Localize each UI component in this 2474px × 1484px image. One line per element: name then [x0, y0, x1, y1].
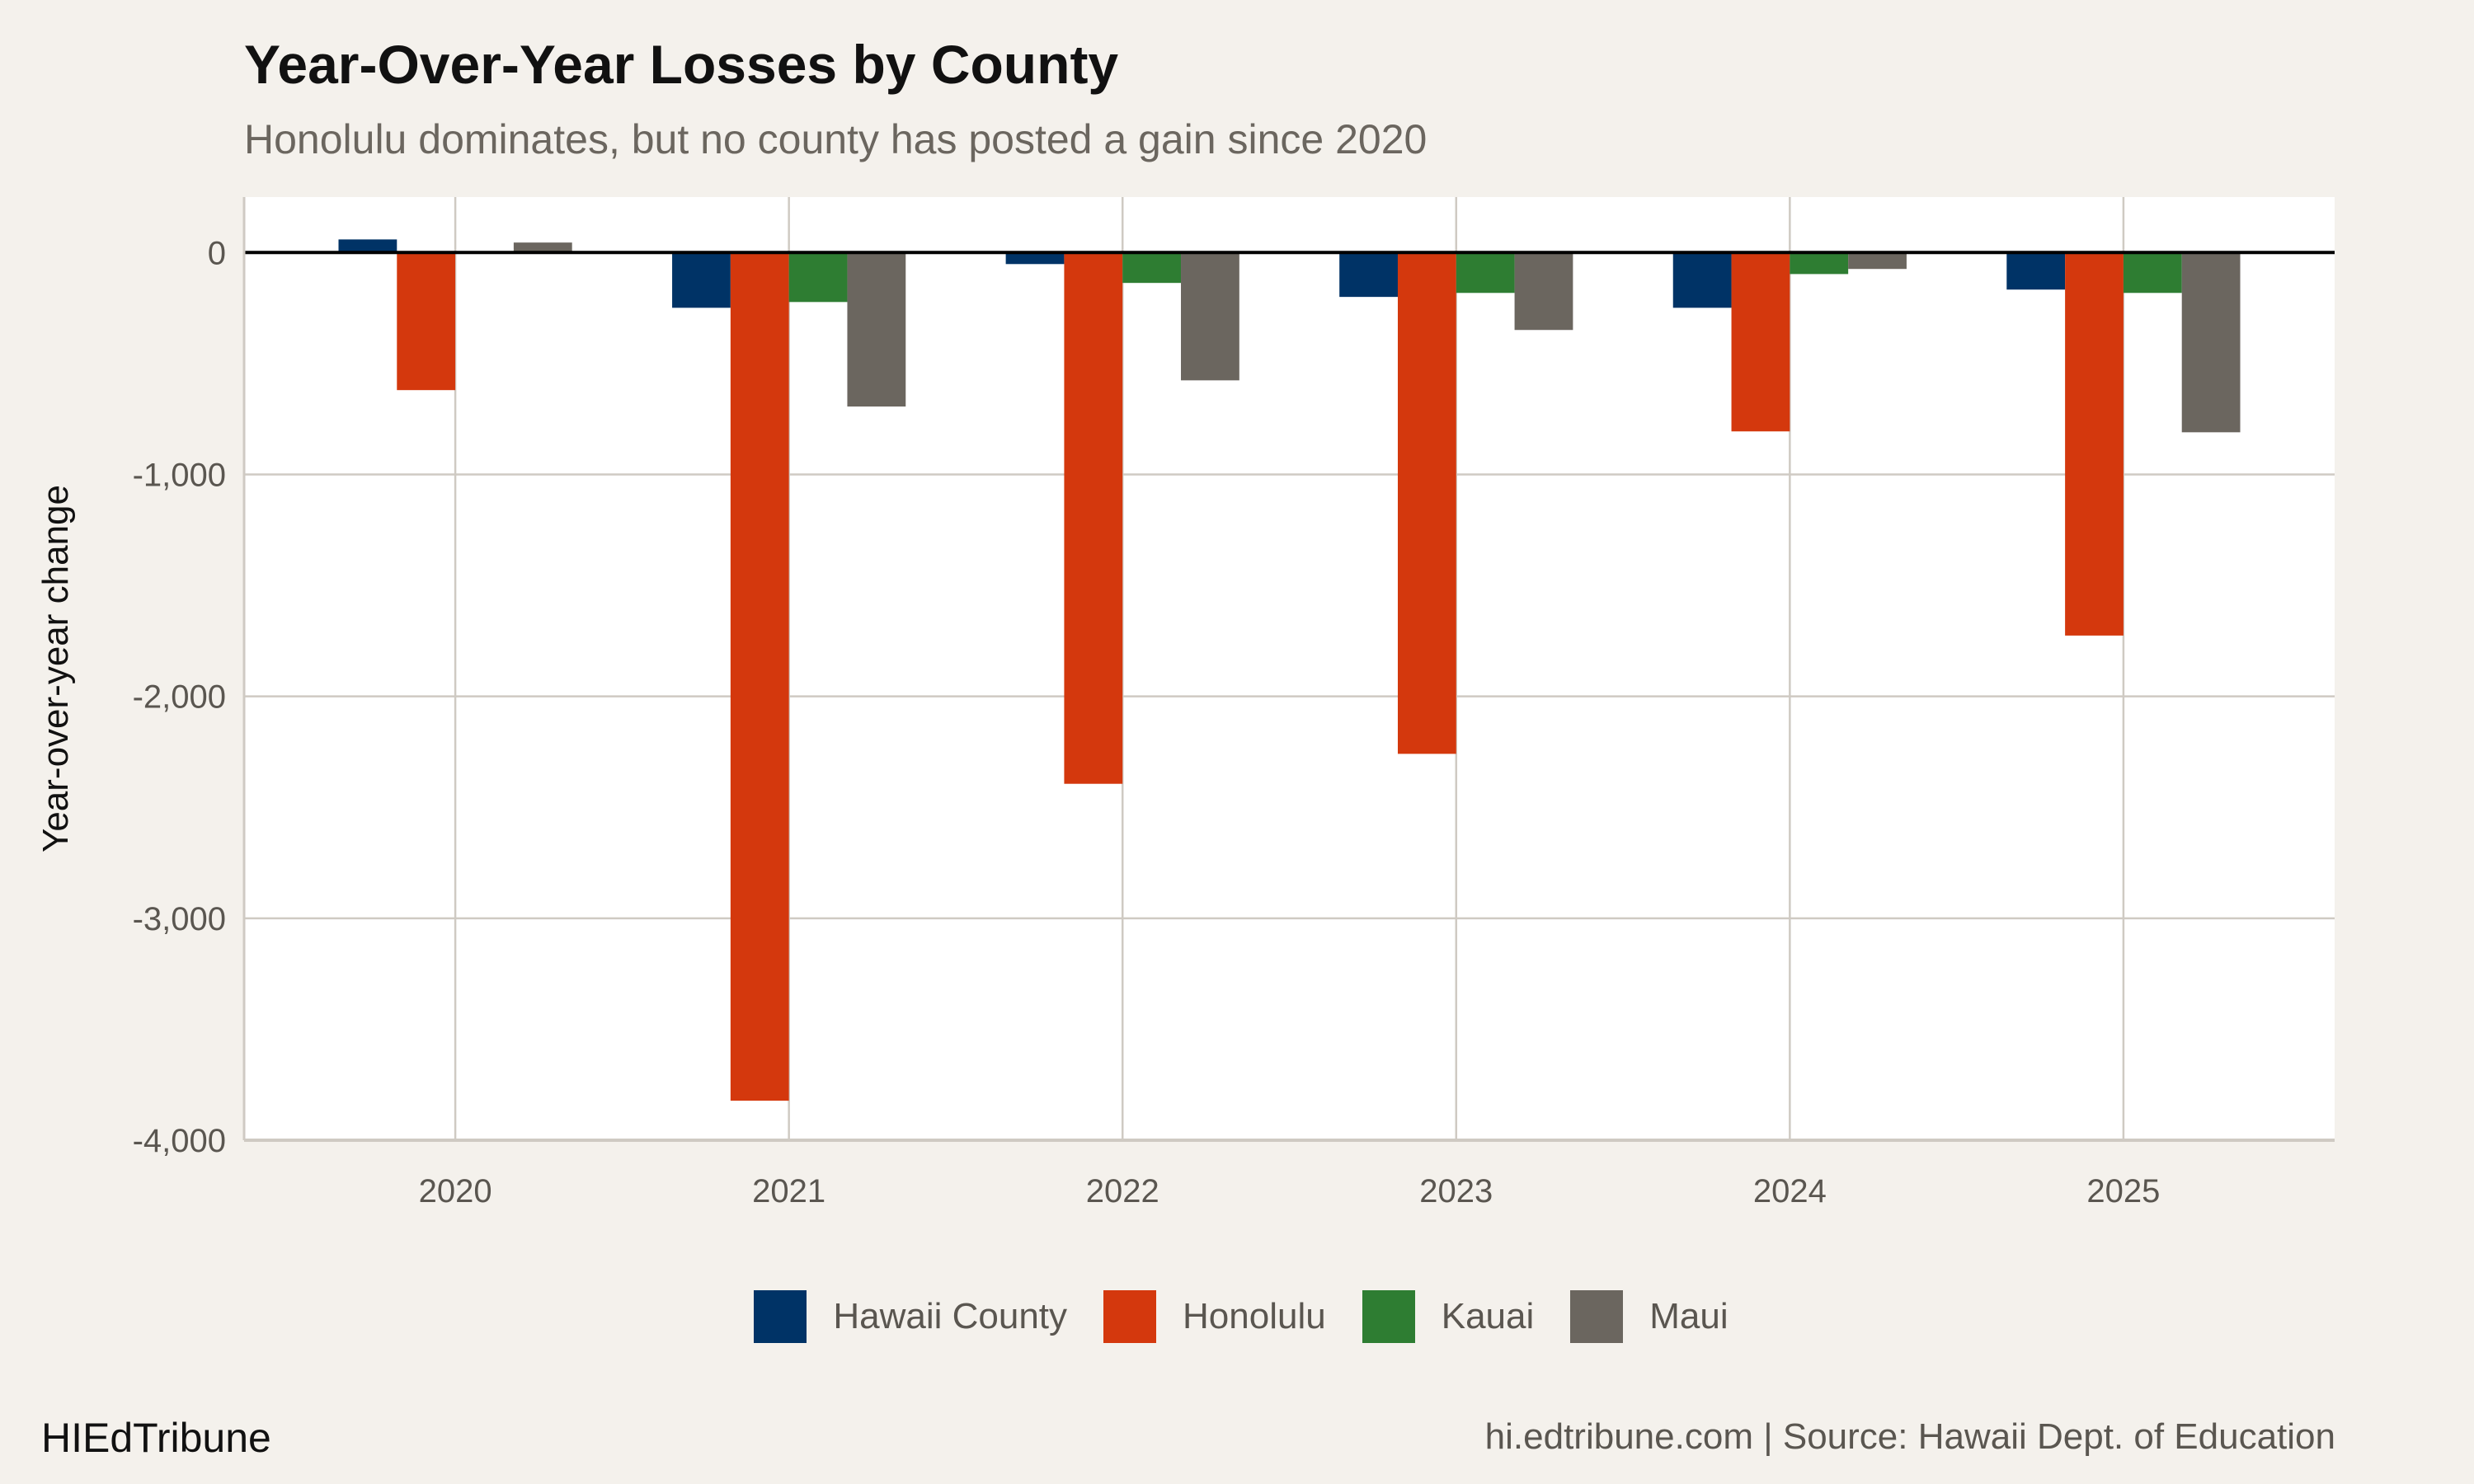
bar-honolulu-2025 [2065, 252, 2124, 636]
y-tick-label: -4,000 [133, 1123, 226, 1159]
bar-honolulu-2020 [397, 252, 456, 391]
bar-maui-2024 [1848, 252, 1907, 270]
legend: Hawaii County Honolulu Kauai Maui [0, 1290, 2474, 1343]
bar-hawaii-county-2021 [672, 252, 731, 308]
x-tick-label: 2021 [752, 1173, 825, 1209]
bar-kauai-2023 [1456, 252, 1515, 294]
y-tick-label: -3,000 [133, 901, 226, 937]
legend-swatch [1570, 1290, 1624, 1343]
bar-hawaii-county-2023 [1339, 252, 1398, 298]
legend-swatch [1103, 1290, 1157, 1343]
axes: 0 -1,000 -2,000 -3,000 -4,000 2020 2021 2022 202… [133, 197, 2335, 1209]
bar-maui-2025 [2181, 252, 2241, 433]
legend-item: Maui [1570, 1290, 1729, 1343]
x-tick-label: 2025 [2086, 1173, 2160, 1209]
bar-maui-2023 [1514, 252, 1573, 331]
source-credit: hi.edtribune.com | Source: Hawaii Dept. … [1484, 1416, 2335, 1457]
plot-panel [244, 197, 2335, 1140]
legend-item: Honolulu [1103, 1290, 1326, 1343]
bar-honolulu-2023 [1397, 252, 1456, 754]
legend-label: Hawaii County [833, 1296, 1068, 1336]
bar-maui-2021 [847, 252, 906, 407]
brand-logo-text: HIEdTribune [41, 1415, 271, 1461]
bar-maui-2022 [1181, 252, 1239, 381]
legend-swatch [1362, 1290, 1415, 1343]
x-tick-label: 2023 [1419, 1173, 1493, 1209]
legend-item: Hawaii County [754, 1290, 1067, 1343]
x-tick-label: 2020 [419, 1173, 492, 1209]
y-tick-label: 0 [208, 235, 226, 271]
bar-kauai-2021 [788, 252, 848, 303]
bar-maui-2020 [513, 242, 572, 253]
legend-label: Honolulu [1183, 1296, 1326, 1336]
bar-honolulu-2024 [1731, 252, 1790, 432]
bar-honolulu-2021 [730, 252, 789, 1101]
legend-item: Kauai [1362, 1290, 1535, 1343]
x-tick-label: 2024 [1753, 1173, 1827, 1209]
y-axis-label: Year-over-year change [35, 485, 76, 852]
chart-subtitle: Honolulu dominates, but no county has po… [244, 116, 1427, 162]
bar-kauai-2022 [1122, 252, 1182, 284]
bar-hawaii-county-2024 [1672, 252, 1732, 308]
y-tick-label: -1,000 [133, 457, 226, 493]
legend-swatch [754, 1290, 807, 1343]
bar-kauai-2024 [1790, 252, 1849, 275]
bar-kauai-2025 [2123, 252, 2182, 294]
bar-hawaii-county-2022 [1005, 252, 1065, 265]
legend-label: Maui [1649, 1296, 1729, 1336]
y-tick-label: -2,000 [133, 679, 226, 716]
bar-honolulu-2022 [1064, 252, 1123, 784]
x-tick-label: 2022 [1086, 1173, 1159, 1209]
legend-label: Kauai [1441, 1296, 1535, 1336]
bar-hawaii-county-2020 [338, 239, 397, 253]
chart-title: Year-Over-Year Losses by County [244, 34, 1119, 95]
bar-hawaii-county-2025 [2006, 252, 2066, 290]
bars [338, 239, 2241, 1101]
